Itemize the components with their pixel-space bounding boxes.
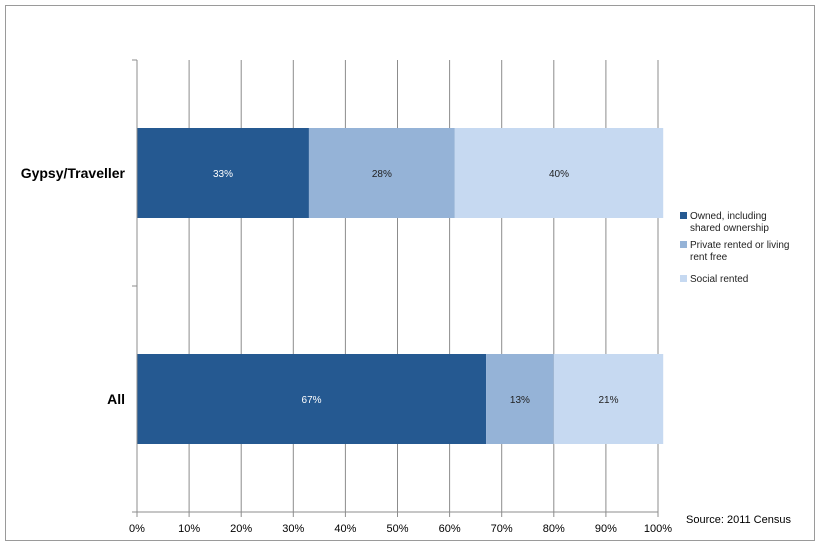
- x-tick-label: 80%: [543, 523, 565, 535]
- x-tick-label: 40%: [334, 523, 356, 535]
- bar-segment: [454, 128, 664, 218]
- legend-swatch: [680, 241, 687, 248]
- x-tick-label: 100%: [644, 523, 672, 535]
- data-label: 67%: [302, 395, 322, 406]
- bar-segment: [137, 354, 487, 444]
- category-label: Gypsy/Traveller: [21, 165, 126, 181]
- source-note: Source: 2011 Census: [686, 514, 791, 526]
- category-label: All: [107, 391, 125, 407]
- data-label: 13%: [510, 395, 530, 406]
- legend-label: Private rented or living rent free: [690, 240, 790, 263]
- x-tick-label: 0%: [129, 523, 145, 535]
- bar-segment: [137, 128, 309, 218]
- data-label: 40%: [549, 169, 569, 180]
- legend-label: Social rented: [690, 274, 748, 285]
- bar-segment: [553, 354, 664, 444]
- legend-swatch: [680, 212, 687, 219]
- x-tick-label: 60%: [439, 523, 461, 535]
- x-tick-label: 20%: [230, 523, 252, 535]
- x-tick-label: 70%: [491, 523, 513, 535]
- x-tick-label: 50%: [386, 523, 408, 535]
- x-tick-label: 10%: [178, 523, 200, 535]
- legend-label: Owned, including shared ownership: [690, 211, 769, 234]
- data-label: 28%: [372, 169, 392, 180]
- bar-segment: [308, 128, 455, 218]
- data-label: 33%: [213, 169, 233, 180]
- data-label: 21%: [598, 395, 618, 406]
- legend-swatch: [680, 275, 687, 282]
- bar-segment: [486, 354, 554, 444]
- x-tick-label: 30%: [282, 523, 304, 535]
- x-tick-label: 90%: [595, 523, 617, 535]
- chart-frame: [5, 5, 815, 541]
